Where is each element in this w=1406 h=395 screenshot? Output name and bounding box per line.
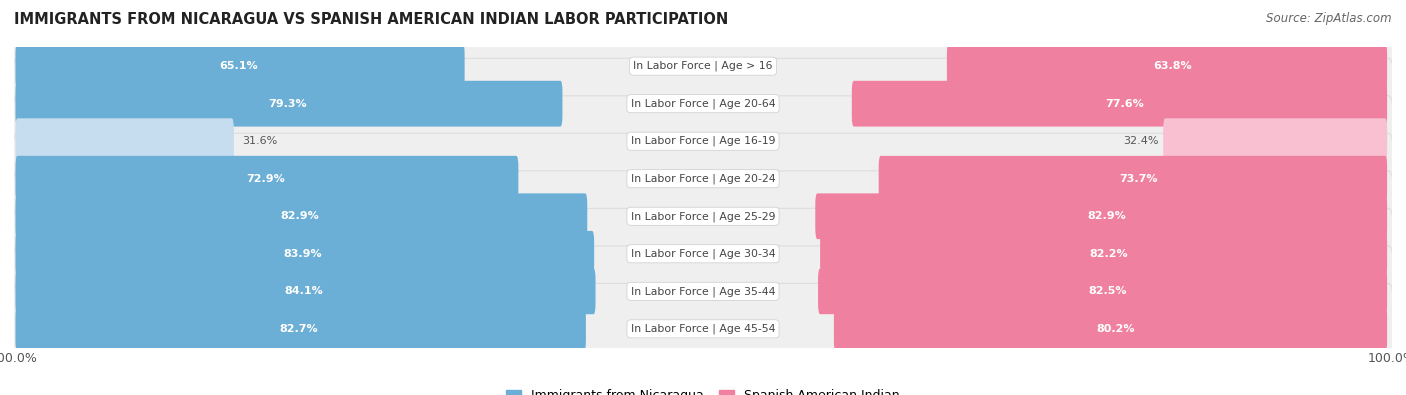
FancyBboxPatch shape <box>15 81 562 126</box>
Text: 77.6%: 77.6% <box>1105 99 1144 109</box>
Text: In Labor Force | Age 25-29: In Labor Force | Age 25-29 <box>631 211 775 222</box>
Text: 82.9%: 82.9% <box>1087 211 1126 221</box>
Text: In Labor Force | Age 20-24: In Labor Force | Age 20-24 <box>631 173 775 184</box>
FancyBboxPatch shape <box>13 21 1393 111</box>
FancyBboxPatch shape <box>15 306 586 352</box>
Text: 84.1%: 84.1% <box>284 286 323 296</box>
Text: 73.7%: 73.7% <box>1119 174 1157 184</box>
Text: 82.5%: 82.5% <box>1088 286 1128 296</box>
FancyBboxPatch shape <box>820 231 1388 276</box>
FancyBboxPatch shape <box>13 209 1393 299</box>
Text: In Labor Force | Age 16-19: In Labor Force | Age 16-19 <box>631 136 775 147</box>
Text: 82.7%: 82.7% <box>280 324 318 334</box>
Text: 83.9%: 83.9% <box>284 249 322 259</box>
Text: In Labor Force | Age 35-44: In Labor Force | Age 35-44 <box>631 286 775 297</box>
Text: 82.2%: 82.2% <box>1090 249 1128 259</box>
FancyBboxPatch shape <box>818 269 1388 314</box>
Text: In Labor Force | Age 30-34: In Labor Force | Age 30-34 <box>631 248 775 259</box>
Text: Source: ZipAtlas.com: Source: ZipAtlas.com <box>1267 12 1392 25</box>
FancyBboxPatch shape <box>13 58 1393 149</box>
FancyBboxPatch shape <box>852 81 1388 126</box>
FancyBboxPatch shape <box>879 156 1388 201</box>
Text: In Labor Force | Age 45-54: In Labor Force | Age 45-54 <box>631 324 775 334</box>
FancyBboxPatch shape <box>15 269 596 314</box>
Text: 31.6%: 31.6% <box>242 136 277 146</box>
Text: 72.9%: 72.9% <box>246 174 284 184</box>
FancyBboxPatch shape <box>13 284 1393 374</box>
FancyBboxPatch shape <box>834 306 1388 352</box>
FancyBboxPatch shape <box>815 194 1388 239</box>
Text: In Labor Force | Age 20-64: In Labor Force | Age 20-64 <box>631 98 775 109</box>
FancyBboxPatch shape <box>946 43 1388 89</box>
Text: 32.4%: 32.4% <box>1123 136 1159 146</box>
Text: 79.3%: 79.3% <box>269 99 307 109</box>
FancyBboxPatch shape <box>15 194 588 239</box>
FancyBboxPatch shape <box>15 43 464 89</box>
FancyBboxPatch shape <box>13 246 1393 337</box>
Text: 80.2%: 80.2% <box>1097 324 1135 334</box>
FancyBboxPatch shape <box>1163 118 1388 164</box>
Text: IMMIGRANTS FROM NICARAGUA VS SPANISH AMERICAN INDIAN LABOR PARTICIPATION: IMMIGRANTS FROM NICARAGUA VS SPANISH AME… <box>14 12 728 27</box>
Text: 65.1%: 65.1% <box>219 61 257 71</box>
FancyBboxPatch shape <box>15 231 595 276</box>
FancyBboxPatch shape <box>15 156 519 201</box>
Text: In Labor Force | Age > 16: In Labor Force | Age > 16 <box>633 61 773 71</box>
Text: 82.9%: 82.9% <box>280 211 319 221</box>
FancyBboxPatch shape <box>13 171 1393 261</box>
Legend: Immigrants from Nicaragua, Spanish American Indian: Immigrants from Nicaragua, Spanish Ameri… <box>502 384 904 395</box>
FancyBboxPatch shape <box>15 118 233 164</box>
Text: 63.8%: 63.8% <box>1153 61 1191 71</box>
FancyBboxPatch shape <box>13 96 1393 186</box>
FancyBboxPatch shape <box>13 134 1393 224</box>
